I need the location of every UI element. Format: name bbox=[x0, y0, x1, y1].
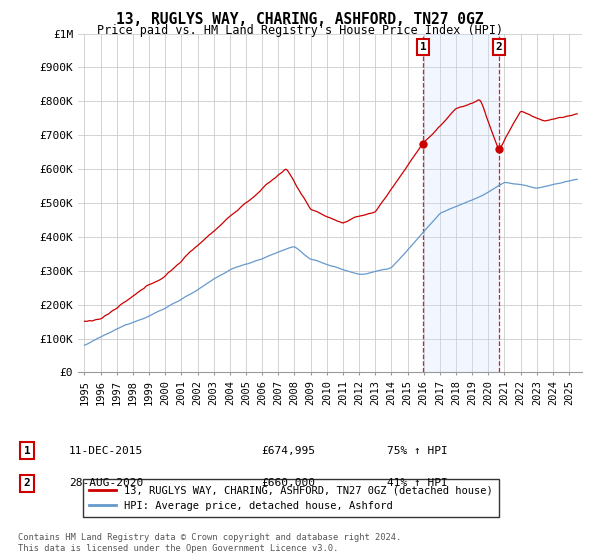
Text: Price paid vs. HM Land Registry's House Price Index (HPI): Price paid vs. HM Land Registry's House … bbox=[97, 24, 503, 37]
Text: 1: 1 bbox=[419, 42, 426, 52]
Text: 2: 2 bbox=[23, 478, 31, 488]
Text: 1: 1 bbox=[23, 446, 31, 456]
Bar bbox=[423, 34, 499, 372]
Text: 2: 2 bbox=[496, 42, 502, 52]
Text: £660,000: £660,000 bbox=[261, 478, 315, 488]
Text: £674,995: £674,995 bbox=[261, 446, 315, 456]
Text: 75% ↑ HPI: 75% ↑ HPI bbox=[387, 446, 448, 456]
Legend: 13, RUGLYS WAY, CHARING, ASHFORD, TN27 0GZ (detached house), HPI: Average price,: 13, RUGLYS WAY, CHARING, ASHFORD, TN27 0… bbox=[83, 479, 499, 517]
Text: 11-DEC-2015: 11-DEC-2015 bbox=[69, 446, 143, 456]
Text: Contains HM Land Registry data © Crown copyright and database right 2024.
This d: Contains HM Land Registry data © Crown c… bbox=[18, 533, 401, 553]
Text: 28-AUG-2020: 28-AUG-2020 bbox=[69, 478, 143, 488]
Text: 13, RUGLYS WAY, CHARING, ASHFORD, TN27 0GZ: 13, RUGLYS WAY, CHARING, ASHFORD, TN27 0… bbox=[116, 12, 484, 27]
Text: 41% ↑ HPI: 41% ↑ HPI bbox=[387, 478, 448, 488]
